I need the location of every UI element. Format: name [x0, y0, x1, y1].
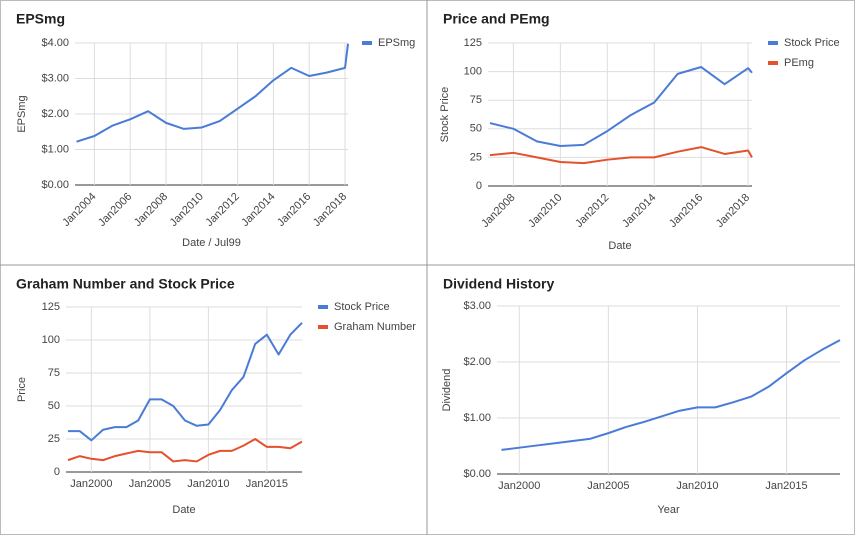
- x-tick-label: Jan2018: [714, 192, 752, 230]
- y-tick-label: 75: [470, 94, 482, 106]
- x-tick-label: Jan2014: [620, 192, 658, 230]
- x-axis-title: Date: [172, 504, 195, 516]
- y-tick-label: 25: [470, 151, 482, 163]
- y-tick-label: 50: [48, 400, 60, 412]
- y-axis-title: Stock Price: [439, 87, 451, 143]
- x-tick-label: Jan2006: [96, 191, 134, 229]
- legend-swatch: [768, 41, 778, 45]
- x-axis-title: Year: [657, 504, 680, 516]
- legend-swatch: [362, 41, 372, 45]
- x-tick-label: Jan2005: [587, 480, 629, 492]
- y-tick-label: $3.00: [463, 300, 491, 312]
- legend-label: Stock Price: [784, 37, 840, 49]
- y-tick-label: 100: [42, 334, 60, 346]
- x-tick-label: Jan2018: [311, 191, 349, 229]
- x-tick-label: Jan2010: [168, 191, 206, 229]
- x-tick-label: Jan2012: [203, 191, 241, 229]
- series-line: [67, 322, 303, 442]
- y-tick-label: 0: [54, 466, 60, 478]
- y-tick-label: $0.00: [41, 179, 69, 191]
- y-tick-label: 25: [48, 433, 60, 445]
- x-tick-label: Jan2015: [246, 478, 288, 490]
- x-tick-label: Jan2010: [187, 478, 229, 490]
- x-tick-label: Jan2005: [129, 478, 171, 490]
- x-tick-label: Jan2010: [676, 480, 718, 492]
- y-tick-label: $0.00: [463, 468, 491, 480]
- x-tick-label: Jan2008: [479, 192, 517, 230]
- x-tick-label: Jan2010: [526, 192, 564, 230]
- x-tick-label: Jan2000: [498, 480, 540, 492]
- y-tick-label: 50: [470, 123, 482, 135]
- x-tick-label: Jan2016: [275, 191, 313, 229]
- y-axis-title: Price: [16, 377, 28, 402]
- legend-swatch: [318, 305, 328, 309]
- x-tick-label: Jan2014: [239, 191, 277, 229]
- series-line: [489, 146, 753, 165]
- legend-label: Stock Price: [334, 301, 390, 313]
- y-tick-label: $4.00: [41, 37, 69, 49]
- legend-swatch: [318, 325, 328, 329]
- chart-title: Dividend History: [443, 276, 554, 292]
- legend-label: EPSmg: [378, 37, 415, 49]
- series-line: [67, 438, 303, 463]
- x-tick-label: Jan2008: [132, 191, 170, 229]
- x-tick-label: Jan2012: [573, 192, 611, 230]
- x-tick-label: Jan2004: [60, 191, 98, 229]
- legend-label: Graham Number: [334, 321, 416, 333]
- x-tick-label: Jan2015: [765, 480, 807, 492]
- series-line: [489, 66, 753, 147]
- x-tick-label: Jan2000: [70, 478, 112, 490]
- series-line: [501, 339, 841, 451]
- y-tick-label: $2.00: [463, 356, 491, 368]
- y-tick-label: 100: [464, 66, 482, 78]
- y-tick-label: $2.00: [41, 108, 69, 120]
- y-tick-label: 125: [42, 301, 60, 313]
- y-tick-label: $1.00: [41, 143, 69, 155]
- y-tick-label: 75: [48, 367, 60, 379]
- chart-title: EPSmg: [16, 11, 65, 27]
- y-tick-label: $3.00: [41, 72, 69, 84]
- y-axis-title: Dividend: [441, 369, 453, 412]
- x-tick-label: Jan2016: [667, 192, 705, 230]
- series-line: [76, 43, 349, 143]
- chart-title: Price and PEmg: [443, 11, 550, 27]
- legend-label: PEmg: [784, 57, 814, 69]
- y-axis-title: EPSmg: [16, 95, 28, 132]
- chart-title: Graham Number and Stock Price: [16, 276, 235, 292]
- legend-swatch: [768, 61, 778, 65]
- y-tick-label: 125: [464, 37, 482, 49]
- x-axis-title: Date: [608, 240, 631, 252]
- x-axis-title: Date / Jul99: [182, 237, 241, 249]
- y-tick-label: 0: [476, 180, 482, 192]
- y-tick-label: $1.00: [463, 412, 491, 424]
